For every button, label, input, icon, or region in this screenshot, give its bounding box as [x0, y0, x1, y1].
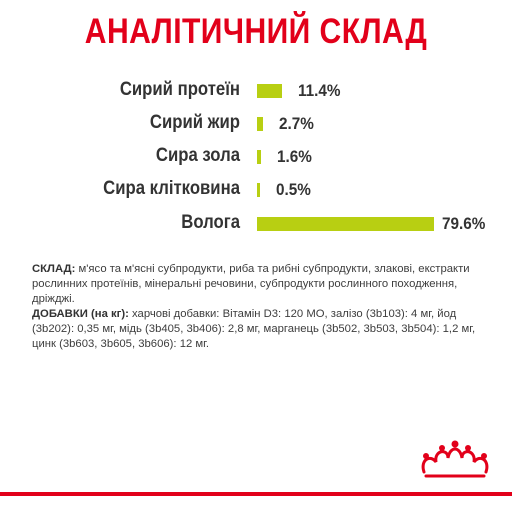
bar [257, 183, 260, 197]
category-label: Сира клітковина [103, 178, 240, 199]
additives-label: ДОБАВКИ (на кг): [32, 308, 129, 320]
additives-paragraph: ДОБАВКИ (на кг): харчові добавки: Вітамі… [32, 307, 484, 352]
category-label: Сирий протеїн [119, 79, 240, 100]
bottom-divider [0, 492, 512, 496]
bar [257, 84, 283, 98]
category-label: Волога [181, 212, 240, 233]
crown-icon [421, 440, 489, 478]
bar [257, 150, 261, 164]
category-label: Сира зола [155, 145, 240, 166]
value-label: 79.6% [442, 214, 486, 233]
value-label: 2.7% [279, 114, 314, 133]
value-label: 11.4% [298, 81, 341, 100]
ingredients-text: СКЛАД: м'ясо та м'ясні субпродукти, риба… [32, 262, 484, 352]
value-label: 0.5% [276, 180, 311, 199]
composition-paragraph: СКЛАД: м'ясо та м'ясні субпродукти, риба… [32, 262, 484, 307]
category-label: Сирий жир [149, 112, 240, 133]
chart-title: АНАЛІТИЧНИЙ СКЛАД [84, 12, 428, 51]
composition-text: м'ясо та м'ясні субпродукти, риба та риб… [32, 263, 470, 305]
additives-text: харчові добавки: Вітамін D3: 120 МО, зал… [32, 308, 476, 350]
nutrition-bar-chart: Сирий протеїн 11.4% Сирий жир 2.7% Сира зола… [0, 0, 512, 250]
bar [257, 117, 263, 131]
bar [257, 217, 434, 231]
composition-label: СКЛАД: [32, 263, 76, 275]
value-label: 1.6% [276, 147, 312, 166]
